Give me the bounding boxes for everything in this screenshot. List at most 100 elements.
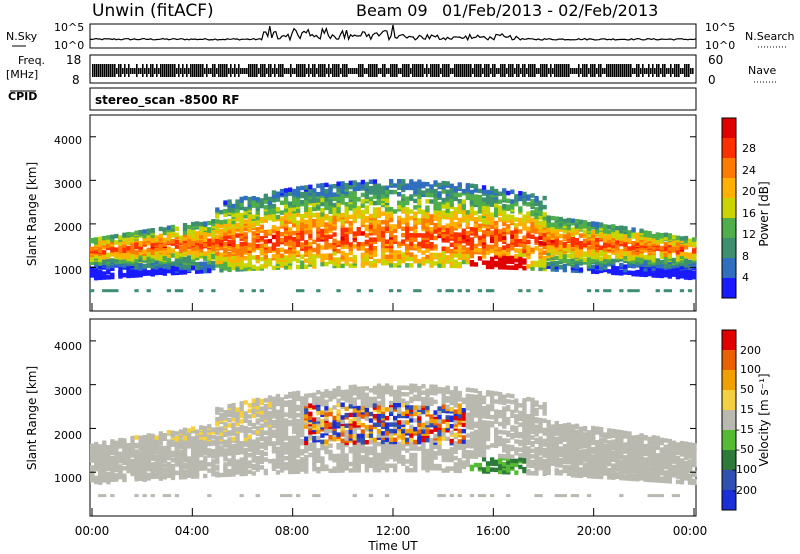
heatmap-cell xyxy=(235,421,240,427)
heatmap-cell xyxy=(631,289,636,293)
heatmap-cell xyxy=(477,194,483,200)
heatmap-cell xyxy=(150,271,155,276)
heatmap-cell xyxy=(203,255,208,260)
heatmap-cell xyxy=(445,208,450,214)
heatmap-cell xyxy=(231,436,236,442)
heatmap-cell xyxy=(348,227,353,232)
heatmap-cell xyxy=(182,436,188,441)
freq-mark xyxy=(282,64,284,77)
heatmap-cell xyxy=(510,189,515,194)
freq-mark xyxy=(418,64,420,77)
heatmap-cell xyxy=(231,265,236,271)
heatmap-cell xyxy=(692,273,697,279)
heatmap-cell xyxy=(300,289,305,293)
freq-mark xyxy=(634,68,636,74)
heatmap-cell xyxy=(683,271,689,276)
power-colorbar-swatches xyxy=(722,118,736,299)
heatmap-cell xyxy=(122,444,127,450)
heatmap-cell xyxy=(615,249,620,255)
heatmap-cell xyxy=(550,233,555,238)
heatmap-cell xyxy=(211,472,216,477)
freq-mark xyxy=(130,68,132,74)
freq-mark xyxy=(148,68,150,74)
heatmap-cell xyxy=(376,224,382,229)
heatmap-cell xyxy=(635,289,640,293)
heatmap-cell xyxy=(296,242,301,248)
freq-mark xyxy=(484,64,486,77)
heatmap-cell xyxy=(425,188,430,193)
freq-mark xyxy=(684,64,686,77)
freq-mark xyxy=(312,64,314,77)
heatmap-cell xyxy=(425,192,430,198)
heatmap-cell xyxy=(364,248,369,253)
heatmap-cell xyxy=(623,258,628,264)
heatmap-cell xyxy=(259,450,264,455)
heatmap-cell xyxy=(154,437,159,443)
heatmap-cell xyxy=(332,453,337,459)
heatmap-cell xyxy=(146,433,151,438)
heatmap-cell xyxy=(235,199,240,204)
heatmap-cell xyxy=(457,199,462,204)
heatmap-cell xyxy=(413,237,418,242)
heatmap-cell xyxy=(372,183,378,189)
heatmap-cell xyxy=(316,233,321,238)
freq-mark xyxy=(154,68,156,74)
heatmap-cell xyxy=(122,473,127,478)
heatmap-cell xyxy=(328,184,333,189)
heatmap-cell xyxy=(243,226,248,232)
freq-mark xyxy=(116,68,118,74)
heatmap-cell xyxy=(465,247,470,252)
heatmap-cell xyxy=(558,227,563,232)
heatmap-cell xyxy=(324,439,329,444)
heatmap-cell xyxy=(158,267,163,272)
heatmap-cell xyxy=(578,233,584,238)
heatmap-cell xyxy=(207,232,212,237)
heatmap-cell xyxy=(481,250,487,255)
heatmap-cell xyxy=(292,244,297,250)
heatmap-cell xyxy=(397,260,402,266)
heatmap-cell xyxy=(328,435,333,440)
heatmap-cell xyxy=(283,494,289,498)
heatmap-cell xyxy=(174,239,180,245)
heatmap-cell xyxy=(235,450,240,455)
heatmap-cell xyxy=(203,265,208,270)
freq-mark xyxy=(420,64,422,77)
freq-mark xyxy=(608,64,610,77)
heatmap-cell xyxy=(247,213,252,218)
heatmap-cell xyxy=(162,245,167,251)
heatmap-cell xyxy=(300,242,305,247)
heatmap-cell xyxy=(211,459,216,464)
heatmap-cell xyxy=(122,248,127,253)
heatmap-cell xyxy=(570,235,576,240)
heatmap-cell xyxy=(243,425,248,431)
heatmap-cell xyxy=(332,184,337,189)
heatmap-cell xyxy=(279,494,285,498)
heatmap-cell xyxy=(635,232,640,237)
heatmap-cell xyxy=(94,475,99,481)
heatmap-cell xyxy=(324,241,329,246)
heatmap-cell xyxy=(344,389,349,394)
heatmap-cell xyxy=(554,242,559,248)
heatmap-cell xyxy=(275,191,281,196)
heatmap-cell xyxy=(380,189,386,195)
heatmap-cell xyxy=(312,212,317,218)
heatmap-cell xyxy=(336,402,341,408)
heatmap-cell xyxy=(203,233,208,239)
heatmap-cell xyxy=(251,463,256,469)
heatmap-cell xyxy=(138,467,143,473)
heatmap-cell xyxy=(542,219,547,224)
heatmap-cell xyxy=(166,455,172,461)
heatmap-cell xyxy=(114,240,119,245)
heatmap-cell xyxy=(409,209,414,214)
heatmap-cell xyxy=(510,199,515,204)
freq-mark xyxy=(578,64,580,77)
heatmap-cell xyxy=(251,430,256,435)
heatmap-cell xyxy=(251,439,256,444)
heatmap-cell xyxy=(215,442,220,447)
heatmap-cell xyxy=(490,216,495,221)
heatmap-cell xyxy=(534,207,539,212)
heatmap-cell xyxy=(207,468,212,473)
heatmap-cell xyxy=(631,250,636,255)
heatmap-cell xyxy=(199,269,204,274)
heatmap-cell xyxy=(195,269,200,274)
